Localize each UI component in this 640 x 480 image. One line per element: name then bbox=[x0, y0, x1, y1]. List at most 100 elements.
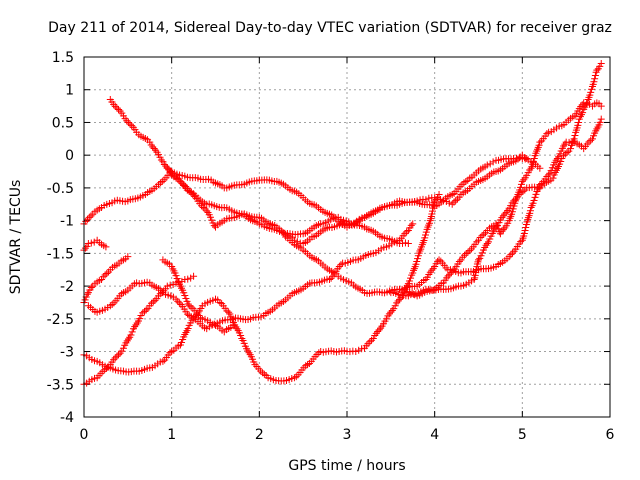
data-point bbox=[466, 247, 474, 255]
data-point bbox=[113, 104, 121, 112]
data-point bbox=[435, 256, 443, 264]
data-point bbox=[99, 273, 107, 281]
data-point bbox=[536, 138, 544, 146]
y-tick-label: -0.5 bbox=[47, 181, 74, 197]
data-point bbox=[182, 295, 190, 303]
data-point bbox=[472, 265, 480, 273]
data-point bbox=[409, 220, 417, 228]
data-point bbox=[108, 300, 116, 308]
data-point bbox=[123, 337, 131, 345]
data-point bbox=[522, 223, 530, 231]
data-track bbox=[80, 236, 110, 254]
data-point bbox=[579, 109, 587, 117]
data-point bbox=[223, 307, 231, 315]
data-point bbox=[184, 300, 192, 308]
data-point bbox=[225, 308, 233, 316]
data-point bbox=[81, 296, 89, 304]
data-point bbox=[462, 250, 470, 258]
data-point bbox=[128, 328, 136, 336]
data-point bbox=[533, 145, 541, 153]
data-point bbox=[102, 243, 110, 251]
data-point bbox=[473, 238, 481, 246]
data-point bbox=[206, 213, 214, 221]
data-point bbox=[103, 269, 111, 277]
data-point bbox=[501, 210, 509, 218]
data-track bbox=[159, 256, 237, 336]
data-point bbox=[174, 297, 182, 305]
data-point bbox=[407, 221, 415, 229]
data-point bbox=[527, 164, 535, 172]
data-point bbox=[563, 149, 571, 157]
data-point bbox=[527, 204, 535, 212]
data-point bbox=[450, 198, 458, 206]
data-point bbox=[480, 230, 488, 238]
data-point bbox=[146, 138, 154, 146]
plot-frame bbox=[83, 56, 611, 418]
data-point bbox=[87, 284, 95, 292]
data-point bbox=[175, 299, 183, 307]
data-point bbox=[475, 256, 482, 264]
data-point bbox=[160, 160, 168, 168]
data-point bbox=[567, 145, 575, 153]
data-point bbox=[452, 197, 460, 205]
data-point bbox=[83, 242, 91, 250]
data-point bbox=[87, 239, 95, 247]
data-point bbox=[591, 75, 599, 83]
data-point bbox=[483, 161, 491, 169]
data-point bbox=[401, 230, 409, 238]
data-point bbox=[476, 234, 484, 242]
data-point bbox=[520, 229, 528, 237]
y-axis-label: SDTVAR / TECUs bbox=[8, 180, 24, 295]
data-point bbox=[166, 349, 174, 357]
data-point bbox=[597, 102, 605, 110]
data-point bbox=[560, 152, 568, 160]
data-point bbox=[199, 203, 207, 211]
data-point bbox=[163, 282, 171, 290]
data-point bbox=[184, 325, 192, 333]
data-point bbox=[393, 299, 401, 307]
y-tick-label: -3.5 bbox=[47, 377, 74, 393]
data-point bbox=[229, 321, 237, 329]
data-point bbox=[464, 248, 472, 256]
data-point bbox=[216, 298, 224, 306]
data-point bbox=[587, 136, 595, 144]
data-point bbox=[140, 307, 148, 315]
data-point bbox=[587, 88, 595, 96]
data-point bbox=[369, 334, 377, 342]
data-point bbox=[151, 296, 159, 304]
data-point bbox=[116, 107, 124, 115]
data-point bbox=[478, 249, 486, 257]
data-point bbox=[404, 240, 412, 248]
data-point bbox=[368, 336, 376, 344]
data-point bbox=[570, 135, 578, 143]
data-point bbox=[127, 331, 135, 339]
data-point bbox=[428, 207, 436, 215]
data-track bbox=[387, 60, 605, 300]
data-point bbox=[113, 352, 121, 360]
data-point bbox=[156, 179, 164, 187]
data-point bbox=[173, 275, 181, 283]
data-point bbox=[111, 354, 119, 362]
data-point bbox=[421, 234, 429, 242]
y-tick-label: -2.5 bbox=[47, 312, 74, 328]
data-point bbox=[83, 290, 91, 298]
data-point bbox=[126, 120, 134, 128]
data-point bbox=[536, 164, 544, 172]
data-track bbox=[163, 151, 531, 239]
data-point bbox=[175, 280, 183, 288]
data-point bbox=[588, 85, 596, 93]
data-point bbox=[210, 222, 218, 230]
data-point bbox=[523, 154, 531, 162]
data-point bbox=[596, 118, 604, 126]
data-point bbox=[577, 103, 585, 111]
data-point bbox=[557, 157, 565, 165]
data-point bbox=[543, 172, 551, 180]
data-track bbox=[80, 190, 443, 385]
data-point bbox=[84, 240, 92, 248]
data-point bbox=[535, 141, 543, 149]
data-point bbox=[166, 281, 174, 289]
data-point bbox=[414, 255, 422, 263]
data-point bbox=[492, 223, 500, 231]
data-point bbox=[583, 99, 591, 107]
data-point bbox=[410, 266, 418, 274]
